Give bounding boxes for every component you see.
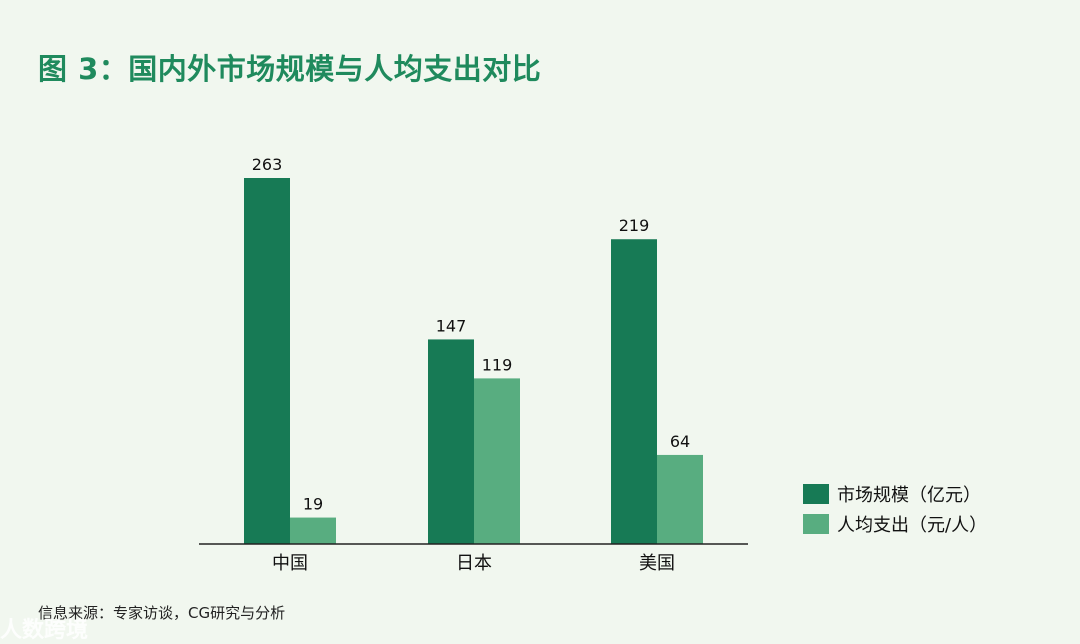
legend-label: 人均支出（元/人） — [837, 515, 987, 536]
legend-swatch — [803, 514, 829, 534]
bar-market-size-0 — [244, 178, 290, 544]
category-labels: 中国 日本 美国 — [272, 553, 675, 574]
bars-group: 263 19 147 119 219 64 — [244, 155, 703, 544]
x-tick-label: 中国 — [272, 553, 308, 574]
data-label: 147 — [436, 316, 467, 335]
legend-label: 市场规模（亿元） — [837, 485, 981, 506]
source-note: 信息来源：专家访谈，CG研究与分析 — [38, 604, 286, 622]
legend: 市场规模（亿元） 人均支出（元/人） — [803, 484, 987, 536]
x-tick-label: 美国 — [639, 553, 675, 574]
data-label: 263 — [252, 155, 283, 174]
data-label: 219 — [619, 216, 650, 235]
legend-swatch — [803, 484, 829, 504]
bar-per-capita-0 — [290, 517, 336, 544]
chart-title: 图 3：国内外市场规模与人均支出对比 — [38, 52, 542, 86]
data-label: 64 — [670, 432, 690, 451]
bar-per-capita-1 — [474, 378, 520, 544]
data-label: 19 — [303, 495, 323, 514]
data-label: 119 — [482, 355, 513, 374]
x-tick-label: 日本 — [456, 553, 492, 574]
bar-market-size-2 — [611, 239, 657, 544]
watermark: 人数跨境 — [0, 618, 89, 643]
bar-per-capita-2 — [657, 454, 703, 544]
bar-market-size-1 — [428, 339, 474, 544]
